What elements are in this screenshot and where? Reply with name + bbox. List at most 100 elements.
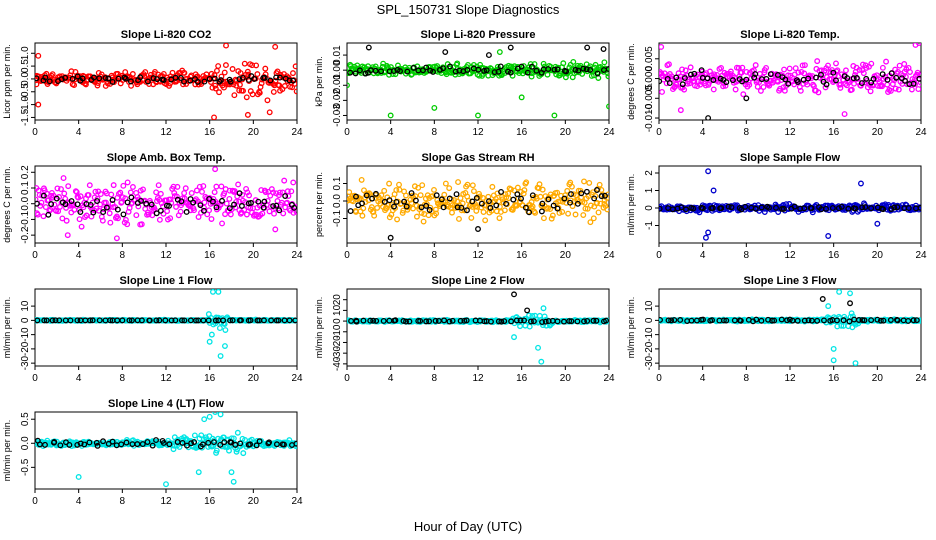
y-tick-label: 0.0 bbox=[332, 194, 343, 208]
reference-point bbox=[887, 317, 894, 323]
reference-point bbox=[508, 318, 515, 325]
data-point bbox=[584, 205, 591, 212]
x-tick-label: 12 bbox=[160, 496, 172, 507]
data-point bbox=[718, 64, 725, 71]
reference-point bbox=[835, 205, 842, 212]
reference-point bbox=[868, 205, 875, 212]
reference-point bbox=[62, 74, 69, 81]
reference-point bbox=[217, 77, 224, 84]
reference-outlier-point bbox=[819, 296, 826, 302]
data-point bbox=[267, 192, 274, 199]
reference-point bbox=[160, 77, 167, 83]
data-point bbox=[153, 189, 160, 196]
reference-point bbox=[894, 204, 901, 211]
data-point bbox=[804, 81, 811, 88]
data-point bbox=[240, 87, 246, 94]
reference-point bbox=[193, 317, 199, 324]
data-point bbox=[43, 70, 50, 77]
data-point bbox=[78, 223, 85, 230]
data-point bbox=[386, 180, 393, 187]
x-tick-label: 4 bbox=[700, 250, 706, 261]
reference-point bbox=[392, 317, 399, 324]
data-point bbox=[230, 435, 237, 442]
reference-point bbox=[554, 318, 561, 325]
y-tick-label: 0.01 bbox=[332, 45, 343, 65]
reference-point bbox=[273, 202, 280, 209]
data-point bbox=[47, 206, 54, 213]
reference-point bbox=[237, 440, 244, 447]
x-tick-label: 0 bbox=[32, 250, 38, 261]
reference-point bbox=[603, 317, 609, 324]
outlier-point bbox=[230, 478, 237, 485]
data-point bbox=[177, 208, 184, 215]
points-layer bbox=[35, 289, 297, 359]
reference-point bbox=[453, 191, 460, 198]
reference-point bbox=[888, 206, 895, 212]
reference-point bbox=[505, 68, 511, 75]
reference-point bbox=[35, 317, 41, 324]
data-point bbox=[814, 58, 821, 65]
outlier-point bbox=[212, 412, 219, 415]
data-point bbox=[167, 215, 174, 222]
reference-point bbox=[74, 73, 81, 80]
data-point bbox=[124, 179, 131, 186]
reference-point bbox=[109, 78, 116, 85]
y-tick-label: 0 bbox=[20, 317, 31, 323]
reference-point bbox=[370, 317, 377, 324]
data-point bbox=[264, 97, 271, 104]
reference-point bbox=[353, 193, 359, 200]
reference-point bbox=[752, 205, 759, 212]
x-tick-label: 24 bbox=[915, 250, 927, 261]
reference-point bbox=[858, 80, 865, 87]
reference-point bbox=[205, 317, 212, 324]
data-point bbox=[529, 313, 536, 319]
reference-point bbox=[473, 195, 480, 201]
reference-point bbox=[602, 192, 608, 199]
reference-outlier-point bbox=[584, 44, 591, 51]
data-point bbox=[581, 178, 587, 185]
data-point bbox=[837, 84, 844, 91]
reference-point bbox=[550, 202, 557, 209]
reference-point bbox=[275, 317, 282, 324]
data-point bbox=[526, 323, 533, 330]
y-tick-label: 1 bbox=[644, 187, 655, 193]
data-point bbox=[449, 209, 455, 216]
data-point bbox=[860, 70, 867, 77]
data-point bbox=[170, 446, 177, 453]
reference-point bbox=[181, 317, 188, 324]
data-point bbox=[227, 211, 234, 218]
data-point bbox=[482, 217, 489, 224]
reference-point bbox=[518, 63, 525, 70]
reference-point bbox=[855, 317, 862, 323]
data-point bbox=[72, 188, 79, 195]
data-point bbox=[393, 187, 400, 193]
reference-point bbox=[356, 67, 363, 74]
x-tick-label: 24 bbox=[291, 373, 303, 384]
x-tick-label: 12 bbox=[784, 127, 796, 138]
outlier-point bbox=[705, 168, 712, 175]
reference-point bbox=[115, 75, 122, 82]
reference-point bbox=[583, 188, 590, 195]
data-point bbox=[580, 212, 587, 218]
reference-point bbox=[879, 71, 886, 78]
reference-point bbox=[497, 63, 504, 70]
reference-point bbox=[423, 64, 430, 71]
x-tick-label: 0 bbox=[656, 373, 662, 384]
points-layer bbox=[347, 44, 609, 119]
x-tick-label: 12 bbox=[784, 250, 796, 261]
data-point bbox=[532, 209, 539, 216]
data-point bbox=[127, 189, 134, 196]
reference-point bbox=[521, 317, 527, 324]
data-point bbox=[781, 66, 788, 73]
chart-panel-5: Slope Gas Stream RH 0 4 8 12 16 20 24 -0.10.0 0.1… bbox=[314, 152, 615, 261]
data-point bbox=[418, 209, 425, 216]
data-point bbox=[212, 82, 219, 89]
reference-point bbox=[677, 317, 684, 323]
y-axis-label: ml/min per min. bbox=[2, 297, 12, 359]
data-point bbox=[849, 313, 856, 320]
data-point bbox=[549, 212, 556, 219]
outlier-point bbox=[201, 416, 208, 423]
reference-point bbox=[124, 199, 131, 206]
panel-title: Slope Line 2 Flow bbox=[432, 275, 525, 287]
x-tick-label: 24 bbox=[291, 250, 303, 261]
